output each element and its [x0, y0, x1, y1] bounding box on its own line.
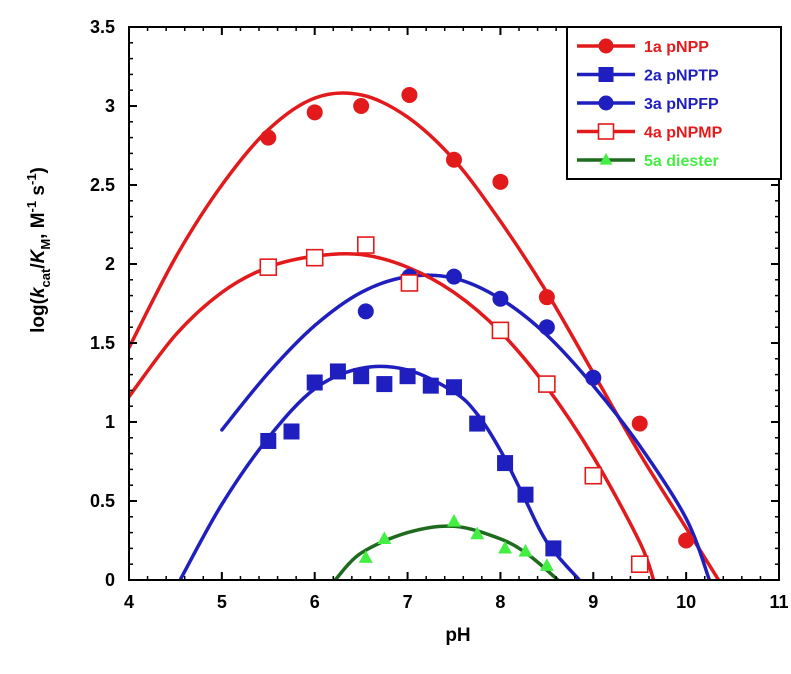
x-tick-labels: 4 5 6 7 8 9 10 11 [124, 592, 789, 612]
data-point-3a-pnpfp [538, 319, 555, 336]
data-point-2a-pnptp [545, 540, 562, 557]
data-point-2a-pnptp [469, 415, 486, 432]
data-point-4a-pnpmp [584, 466, 603, 485]
x-tick-label: 11 [769, 592, 788, 612]
data-point-3a-pnpfp [585, 369, 602, 386]
data-point-2a-pnptp [329, 363, 346, 380]
data-point-2a-pnptp [353, 368, 370, 385]
data-point-1a-pnpp [306, 104, 323, 121]
data-point-4a-pnpmp [630, 555, 649, 574]
fit-line-3a-pnpfp [220, 273, 712, 580]
legend-marker [599, 152, 613, 165]
data-point-5a-diester [470, 526, 485, 540]
legend-entry-1a-pnpp: 1a pNPP [577, 38, 709, 56]
fit-line-1a-pnpp [129, 91, 721, 580]
data-point-4a-pnpmp [356, 236, 375, 254]
data-markers [259, 86, 695, 574]
data-point-1a-pnpp [678, 532, 695, 549]
data-point-4a-pnpmp [538, 375, 556, 393]
x-tick-label: 10 [676, 592, 696, 612]
legend-marker [598, 38, 614, 54]
data-point-4a-pnpmp [491, 321, 510, 340]
legend-label: 2a pNPTP [644, 68, 719, 85]
data-point-3a-pnpfp [446, 268, 462, 285]
legend-entry-2a-pnptp: 2a pNPTP [577, 67, 719, 85]
data-point-2a-pnptp [399, 368, 416, 385]
x-axis-title: pH [445, 625, 470, 646]
data-point-2a-pnptp [446, 379, 462, 396]
y-tick-label: 1.5 [90, 333, 115, 353]
data-point-2a-pnptp [260, 432, 277, 449]
legend-marker [597, 123, 615, 140]
data-point-1a-pnpp [538, 289, 555, 306]
axis-ticks [128, 26, 780, 581]
data-point-1a-pnpp [401, 86, 418, 103]
y-tick-label: 3.5 [90, 17, 115, 37]
data-point-2a-pnptp [306, 374, 323, 391]
y-tick-label: 2.5 [90, 175, 115, 195]
legend-label: 5a diester [644, 153, 719, 170]
data-point-1a-pnpp [492, 173, 509, 190]
x-tick-label: 7 [403, 592, 413, 612]
data-point-3a-pnpfp [492, 290, 509, 307]
data-point-2a-pnptp [283, 423, 300, 440]
x-tick-label: 4 [124, 592, 134, 612]
data-point-5a-diester [498, 540, 513, 554]
data-point-1a-pnpp [631, 415, 648, 432]
data-point-4a-pnpmp [400, 274, 419, 292]
x-tick-label: 9 [588, 592, 598, 612]
data-point-5a-diester [377, 531, 392, 544]
legend-entry-3a-pnpfp: 3a pNPFP [577, 95, 719, 113]
data-point-5a-diester [447, 513, 461, 527]
data-point-5a-diester [518, 544, 533, 557]
y-tick-labels: 0 0.5 1 1.5 2 2.5 3 3.5 [90, 17, 115, 590]
legend-marker [598, 95, 614, 111]
data-point-5a-diester [358, 550, 373, 563]
plot-border [128, 26, 780, 581]
data-point-4a-pnpmp [305, 248, 324, 267]
data-point-1a-pnpp [353, 98, 370, 114]
data-point-1a-pnpp [260, 129, 277, 146]
y-tick-label: 2 [105, 254, 115, 274]
data-point-2a-pnptp [497, 455, 514, 472]
x-tick-label: 6 [310, 592, 320, 612]
data-point-4a-pnpmp [259, 258, 278, 276]
legend-label: 3a pNPFP [644, 96, 719, 113]
data-point-5a-diester [539, 558, 554, 571]
data-point-2a-pnptp [517, 486, 534, 503]
y-tick-label: 0.5 [90, 491, 115, 511]
y-tick-label: 0 [105, 570, 115, 590]
plot-frame [128, 26, 780, 581]
y-axis-title: log(kcat/KM, M-1 s-1) [24, 167, 53, 333]
y-tick-label: 1 [105, 412, 115, 432]
x-tick-label: 8 [495, 592, 505, 612]
fit-line-4a-pnpmp [129, 251, 656, 580]
y-tick-label: 3 [105, 96, 115, 116]
legend-label: 4a pNPMP [644, 125, 723, 142]
legend-entry-4a-pnpmp: 4a pNPMP [577, 123, 723, 142]
legend-entry-5a-diester: 5a diester [577, 152, 719, 170]
legend: 1a pNPP 2a pNPTP 3a pNPFP 4a pNPMP 5a dieste… [566, 26, 782, 180]
legend-label: 1a pNPP [644, 39, 709, 56]
x-tick-label: 5 [217, 592, 227, 612]
legend-marker [598, 67, 614, 82]
data-point-1a-pnpp [446, 151, 462, 168]
data-point-3a-pnpfp [357, 303, 374, 320]
data-point-2a-pnptp [422, 377, 439, 394]
data-point-2a-pnptp [376, 376, 393, 393]
